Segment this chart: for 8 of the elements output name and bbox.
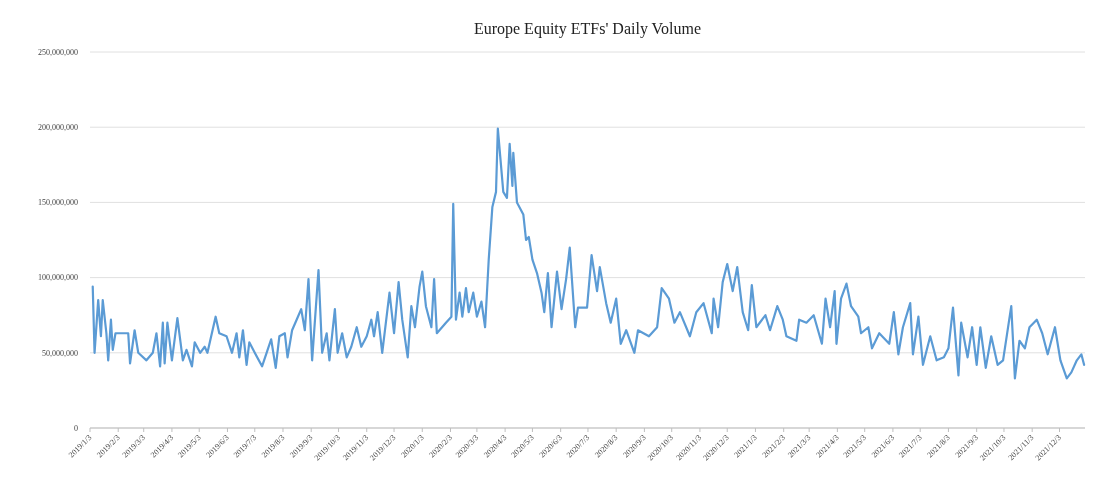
y-tick-label: 200,000,000 <box>38 123 78 132</box>
y-tick-label: 150,000,000 <box>38 198 78 208</box>
chart-title: Europe Equity ETFs' Daily Volume <box>473 20 702 38</box>
y-tick-label: 250,000,000 <box>38 47 78 57</box>
y-tick-label: 100,000,000 <box>38 273 78 283</box>
y-tick-label: 0 <box>74 423 78 433</box>
line-series <box>91 127 1086 380</box>
y-tick-label: 50,000,000 <box>42 348 78 358</box>
